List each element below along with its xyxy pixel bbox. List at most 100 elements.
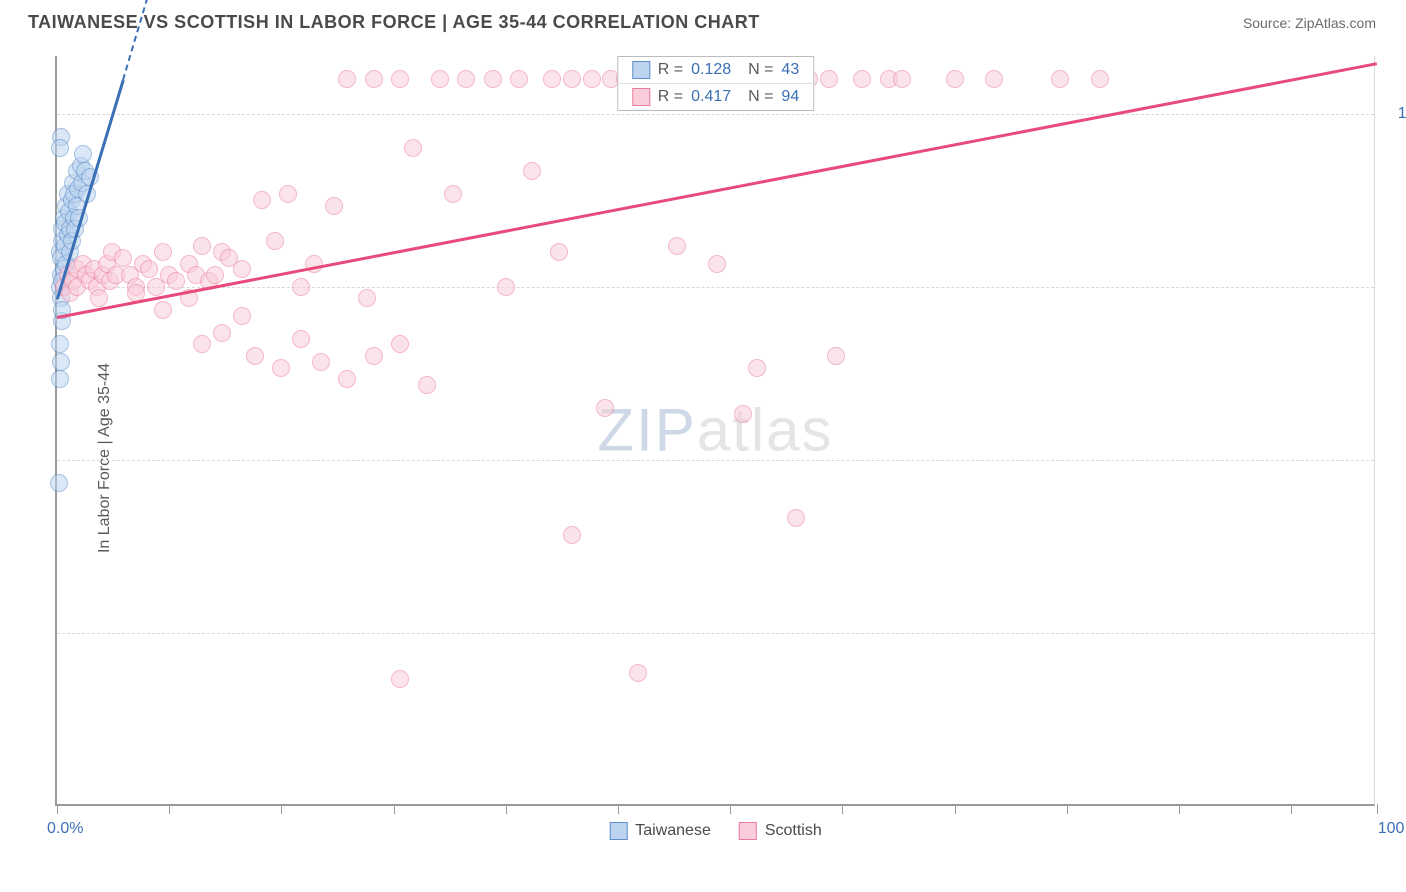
data-point bbox=[484, 70, 502, 88]
legend-row: R = 0.128 N = 43 bbox=[618, 57, 813, 84]
legend-item: Scottish bbox=[739, 822, 822, 840]
data-point bbox=[510, 70, 528, 88]
data-point bbox=[266, 232, 284, 250]
x-tick bbox=[394, 804, 395, 814]
data-point bbox=[52, 353, 70, 371]
data-point bbox=[444, 185, 462, 203]
x-tick bbox=[618, 804, 619, 814]
x-tick bbox=[57, 804, 58, 814]
data-point bbox=[550, 243, 568, 261]
data-point bbox=[563, 70, 581, 88]
data-point bbox=[734, 405, 752, 423]
data-point bbox=[338, 70, 356, 88]
data-point bbox=[820, 70, 838, 88]
data-point bbox=[543, 70, 561, 88]
data-point bbox=[90, 289, 108, 307]
data-point bbox=[708, 255, 726, 273]
x-tick bbox=[955, 804, 956, 814]
source-label: Source: ZipAtlas.com bbox=[1243, 15, 1376, 31]
data-point bbox=[985, 70, 1003, 88]
legend-swatch bbox=[739, 822, 757, 840]
data-point bbox=[279, 185, 297, 203]
y-tick-label: 55.0% bbox=[1382, 624, 1406, 642]
gridline bbox=[57, 287, 1374, 288]
data-point bbox=[827, 347, 845, 365]
x-tick bbox=[281, 804, 282, 814]
chart-container: In Labor Force | Age 35-44 ZIPatlas R = … bbox=[0, 48, 1406, 868]
data-point bbox=[338, 370, 356, 388]
data-point bbox=[787, 509, 805, 527]
data-point bbox=[358, 289, 376, 307]
data-point bbox=[154, 243, 172, 261]
data-point bbox=[563, 526, 581, 544]
x-tick bbox=[1179, 804, 1180, 814]
gridline bbox=[57, 460, 1374, 461]
legend-swatch bbox=[609, 822, 627, 840]
data-point bbox=[946, 70, 964, 88]
data-point bbox=[853, 70, 871, 88]
legend-r-label: R = bbox=[658, 88, 683, 106]
data-point bbox=[213, 324, 231, 342]
data-point bbox=[253, 191, 271, 209]
data-point bbox=[292, 278, 310, 296]
x-tick-label-max: 100.0% bbox=[1378, 820, 1406, 838]
legend-swatch bbox=[632, 88, 650, 106]
plot-area: ZIPatlas R = 0.128 N = 43R = 0.417 N = 9… bbox=[55, 56, 1375, 806]
data-point bbox=[140, 260, 158, 278]
data-point bbox=[50, 474, 68, 492]
legend-n-value: 94 bbox=[781, 88, 799, 106]
legend-r-value: 0.417 bbox=[691, 88, 731, 106]
y-tick-label: 70.0% bbox=[1382, 451, 1406, 469]
gridline bbox=[57, 633, 1374, 634]
legend-label: Taiwanese bbox=[635, 822, 711, 840]
data-point bbox=[404, 139, 422, 157]
data-point bbox=[233, 307, 251, 325]
data-point bbox=[206, 266, 224, 284]
data-point bbox=[114, 249, 132, 267]
x-tick bbox=[1291, 804, 1292, 814]
data-point bbox=[167, 272, 185, 290]
data-point bbox=[1091, 70, 1109, 88]
legend-r-label: R = bbox=[658, 61, 683, 79]
data-point bbox=[457, 70, 475, 88]
data-point bbox=[292, 330, 310, 348]
data-point bbox=[748, 359, 766, 377]
legend-n-value: 43 bbox=[781, 61, 799, 79]
data-point bbox=[523, 162, 541, 180]
gridline bbox=[57, 114, 1374, 115]
data-point bbox=[391, 335, 409, 353]
data-point bbox=[272, 359, 290, 377]
watermark-atlas: atlas bbox=[697, 397, 834, 464]
series-legend: Taiwanese Scottish bbox=[609, 822, 822, 840]
data-point bbox=[596, 399, 614, 417]
data-point bbox=[629, 664, 647, 682]
legend-r-value: 0.128 bbox=[691, 61, 731, 79]
legend-n-label: N = bbox=[739, 88, 773, 106]
x-tick bbox=[506, 804, 507, 814]
data-point bbox=[325, 197, 343, 215]
data-point bbox=[193, 335, 211, 353]
data-point bbox=[193, 237, 211, 255]
x-tick bbox=[842, 804, 843, 814]
x-tick-label-min: 0.0% bbox=[47, 820, 83, 838]
data-point bbox=[583, 70, 601, 88]
x-tick bbox=[169, 804, 170, 814]
y-tick-label: 85.0% bbox=[1382, 278, 1406, 296]
legend-label: Scottish bbox=[765, 822, 822, 840]
data-point bbox=[312, 353, 330, 371]
data-point bbox=[365, 347, 383, 365]
data-point bbox=[418, 376, 436, 394]
y-tick-label: 100.0% bbox=[1382, 105, 1406, 123]
x-tick bbox=[1377, 804, 1378, 814]
legend-item: Taiwanese bbox=[609, 822, 711, 840]
data-point bbox=[497, 278, 515, 296]
data-point bbox=[246, 347, 264, 365]
legend-n-label: N = bbox=[739, 61, 773, 79]
data-point bbox=[51, 370, 69, 388]
data-point bbox=[893, 70, 911, 88]
chart-header: TAIWANESE VS SCOTTISH IN LABOR FORCE | A… bbox=[0, 0, 1406, 41]
data-point bbox=[74, 145, 92, 163]
data-point bbox=[391, 670, 409, 688]
data-point bbox=[391, 70, 409, 88]
data-point bbox=[365, 70, 383, 88]
